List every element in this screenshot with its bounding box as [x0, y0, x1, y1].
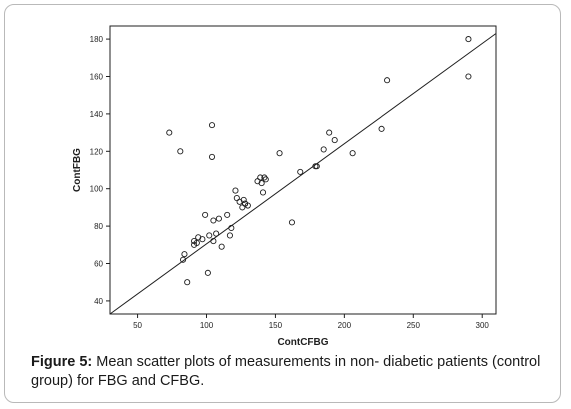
- data-point: [331, 137, 338, 144]
- y-axis-label: ContFBG: [72, 148, 83, 192]
- data-point: [181, 251, 188, 258]
- caption-text: Mean scatter plots of measurements in no…: [31, 354, 541, 389]
- data-point: [258, 180, 265, 187]
- data-point: [224, 211, 231, 218]
- data-point: [276, 150, 283, 157]
- y-tick-label: 100: [90, 185, 104, 194]
- y-tick-label: 140: [90, 110, 104, 119]
- plot-area-border: [109, 25, 497, 315]
- figure-frame: [4, 4, 561, 403]
- figure-caption: Figure 5: Mean scatter plots of measurem…: [31, 353, 541, 391]
- data-point: [349, 150, 356, 157]
- data-point: [213, 230, 220, 237]
- data-point: [204, 269, 211, 276]
- data-point: [218, 243, 225, 250]
- data-point: [244, 202, 251, 209]
- data-point: [215, 215, 222, 222]
- y-tick-label: 40: [94, 297, 103, 306]
- data-point: [210, 238, 217, 245]
- data-point: [166, 129, 173, 136]
- data-point: [184, 279, 191, 286]
- data-point: [239, 204, 246, 211]
- data-point: [313, 163, 320, 170]
- x-tick-label: 100: [200, 321, 214, 330]
- data-point: [297, 168, 304, 175]
- data-point: [262, 176, 269, 183]
- scatter-plot: 50 100 150 200 250 300 40 60 80 100 120 140 160 180 C…: [72, 25, 497, 348]
- x-tick-label: 200: [338, 321, 352, 330]
- data-point: [208, 122, 216, 129]
- data-point: [240, 196, 247, 203]
- data-point: [326, 129, 333, 136]
- data-point: [261, 174, 268, 181]
- y-tick-label: 80: [94, 222, 103, 231]
- data-point: [233, 195, 240, 202]
- y-tick-label: 120: [90, 147, 104, 156]
- data-point: [202, 211, 209, 218]
- x-tick-label: 50: [133, 321, 142, 330]
- data-point: [320, 146, 327, 153]
- caption-lead: Figure 5:: [31, 354, 93, 370]
- data-point: [208, 153, 216, 160]
- data-point: [228, 224, 235, 232]
- data-point: [226, 232, 233, 239]
- x-tick-label: 150: [269, 321, 283, 330]
- x-tick-label: 250: [407, 321, 421, 330]
- x-axis-label: ContCFBG: [277, 337, 328, 348]
- data-point: [378, 125, 385, 132]
- data-point: [232, 187, 239, 194]
- data-point: [180, 256, 187, 263]
- data-point: [259, 189, 267, 196]
- data-point: [210, 217, 217, 224]
- x-tick-label: 300: [476, 321, 490, 330]
- data-point: [465, 36, 472, 43]
- y-tick-label: 60: [94, 260, 103, 269]
- y-tick-label: 160: [90, 72, 104, 81]
- data-point: [199, 236, 206, 243]
- data-point: [288, 219, 296, 226]
- data-point: [465, 73, 472, 80]
- data-point: [206, 232, 213, 239]
- y-tick-label: 180: [90, 35, 104, 44]
- data-point: [177, 148, 184, 155]
- data-point: [193, 239, 200, 246]
- data-point: [384, 77, 391, 84]
- reference-line: [109, 33, 497, 315]
- data-point: [257, 174, 264, 181]
